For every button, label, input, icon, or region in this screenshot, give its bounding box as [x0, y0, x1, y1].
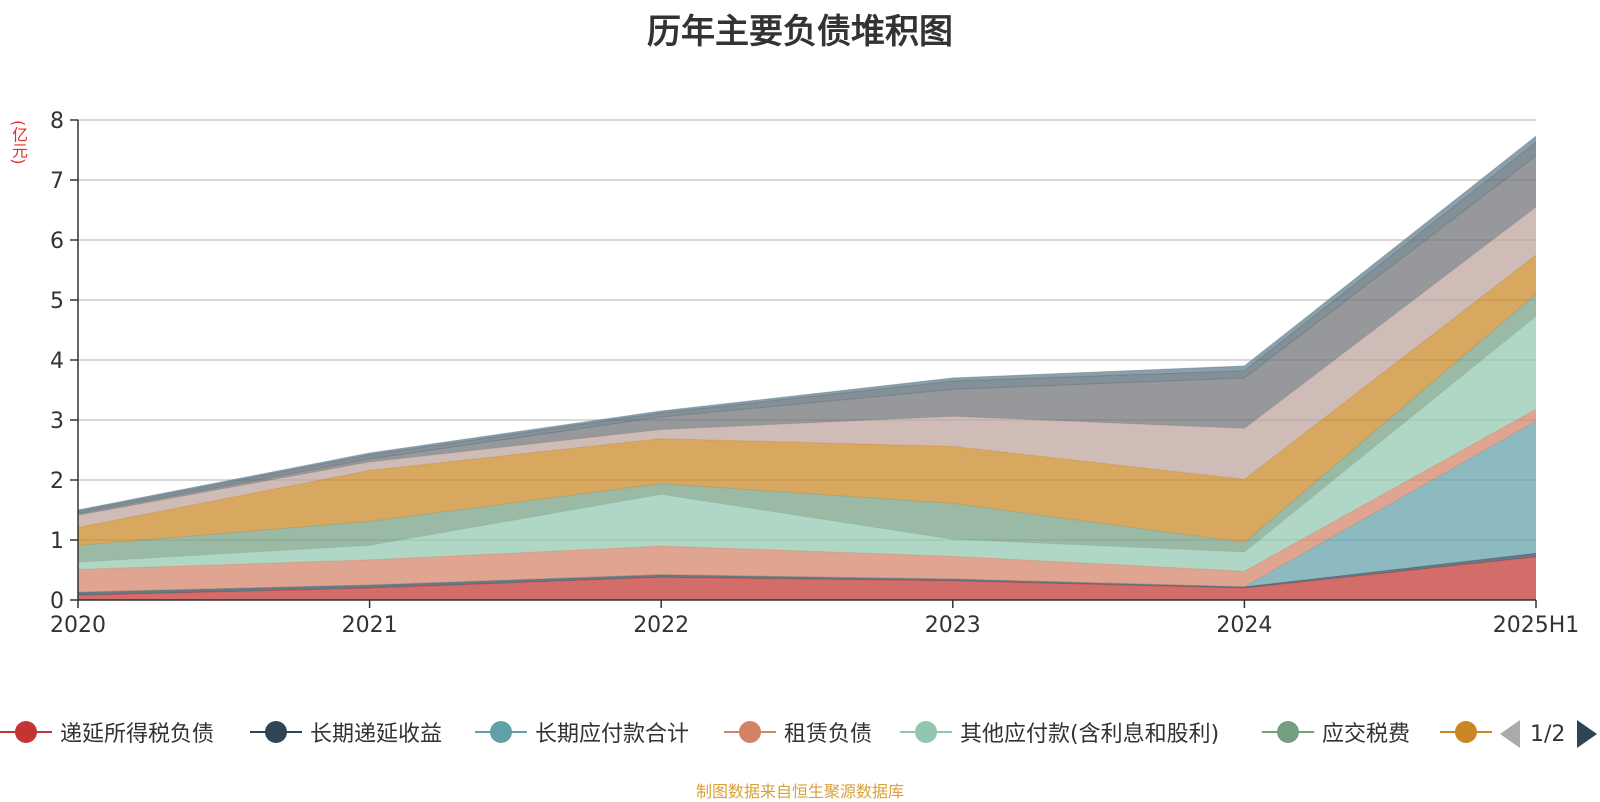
area-series-4 — [78, 316, 1536, 572]
legend-item[interactable]: 应交税费 — [1262, 712, 1410, 752]
data-source-note: 制图数据来自恒生聚源数据库 — [695, 782, 904, 801]
legend-item[interactable]: 其他应付款(含利息和股利) — [900, 712, 1219, 752]
legend: 递延所得税负债 长期递延收益 长期应付款合计 租赁负债 其他应付款(含利息和股利) 应交税… — [0, 712, 1600, 752]
x-tick-label: 2024 — [1216, 613, 1272, 638]
area-series-7 — [78, 207, 1536, 528]
legend-page-indicator: 1/2 — [1530, 721, 1566, 747]
y-tick-label: 3 — [50, 409, 64, 434]
y-tick-label: 4 — [50, 349, 64, 374]
area-series-6 — [78, 255, 1536, 546]
legend-marker-icon — [475, 712, 527, 752]
legend-marker-icon — [0, 712, 52, 752]
legend-label: 长期递延收益 — [310, 722, 443, 747]
legend-pager: 1/2 — [1500, 714, 1598, 754]
area-series-line-2 — [77, 420, 1537, 593]
legend-marker-icon — [724, 712, 776, 752]
legend-item[interactable]: 长期递延收益 — [250, 712, 442, 752]
legend-marker-icon — [1440, 712, 1492, 752]
legend-prev-page-icon[interactable] — [1500, 720, 1520, 748]
y-tick-label: 2 — [50, 469, 64, 494]
x-tick-label: 2020 — [50, 613, 106, 638]
legend-item[interactable]: 长期应付款合计 — [475, 712, 689, 752]
x-tick-label: 2022 — [633, 613, 689, 638]
legend-label: 其他应付款(含利息和股利) — [960, 722, 1220, 747]
area-series-5 — [78, 294, 1536, 563]
legend-label: 应交税费 — [1322, 722, 1411, 747]
area-series-line-10 — [77, 135, 1537, 511]
x-tick-label: 2021 — [342, 613, 398, 638]
legend-item[interactable]: 租赁负债 — [724, 712, 872, 752]
y-tick-label: 0 — [50, 589, 64, 614]
y-tick-label: 7 — [50, 169, 64, 194]
y-tick-label: 1 — [50, 529, 64, 554]
x-tick-label: 2023 — [925, 613, 981, 638]
area-series-0 — [78, 556, 1536, 600]
legend-marker-icon — [250, 712, 302, 752]
legend-label: 递延所得税负债 — [60, 722, 215, 747]
stacked-area-chart: 0 1 2 3 4 5 6 7 8 2020 2021 2022 2023 2024 2025H1 — [50, 109, 1580, 638]
y-axis-unit-label: (亿元) — [9, 120, 28, 165]
area-series-3 — [78, 409, 1536, 593]
y-tick-label: 6 — [50, 229, 64, 254]
chart-title: 历年主要负债堆积图 — [647, 12, 953, 52]
area-series-1 — [78, 553, 1536, 596]
legend-label: 租赁负债 — [784, 722, 873, 747]
y-tick-label: 5 — [50, 289, 64, 314]
legend-item[interactable]: 递延所得税负债 — [0, 712, 214, 752]
legend-label: 长期应付款合计 — [535, 722, 690, 747]
legend-next-page-icon[interactable] — [1577, 720, 1598, 748]
y-tick-label: 8 — [50, 109, 64, 134]
legend-marker-icon — [1262, 712, 1314, 752]
x-tick-label: 2025H1 — [1493, 613, 1580, 638]
legend-marker-icon — [900, 712, 952, 752]
legend-item[interactable] — [1440, 712, 1492, 752]
